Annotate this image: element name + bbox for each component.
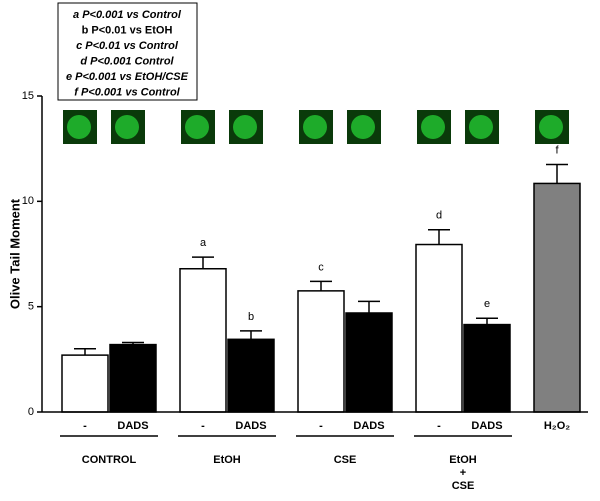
comet-head: [469, 115, 493, 139]
bar-letter: f: [555, 144, 559, 156]
legend-box: [57, 2, 198, 101]
bar: [463, 323, 511, 413]
bar-letter: e: [484, 298, 490, 310]
x-tick-label: -: [319, 420, 323, 432]
y-tick-label: 15: [22, 90, 34, 102]
legend-line: c P<0.01 vs Control: [76, 40, 179, 52]
group-label: EtOH: [213, 454, 241, 466]
x-tick-label: DADS: [235, 420, 266, 432]
legend-line: e P<0.001 vs EtOH/CSE: [66, 71, 189, 83]
group-label: CONTROL: [82, 454, 137, 466]
x-tick-label: -: [437, 420, 441, 432]
legend-line: d P<0.001 Control: [80, 55, 174, 67]
y-tick-label: 10: [22, 195, 34, 207]
bar-letter: d: [436, 210, 442, 222]
y-tick-label: 5: [28, 301, 34, 313]
y-axis-label: Olive Tail Moment: [7, 198, 22, 309]
x-tick-label: H₂O₂: [544, 420, 570, 432]
legend-line: b P<0.01 vs EtOH: [82, 24, 173, 36]
bar-letter: a: [200, 237, 207, 249]
bar: [227, 338, 275, 413]
legend-line: a P<0.001 vs Control: [73, 9, 182, 21]
comet-head: [67, 115, 91, 139]
comet-head: [115, 115, 139, 139]
comet-head: [539, 115, 563, 139]
group-label: +: [460, 467, 466, 479]
x-tick-label: DADS: [471, 420, 502, 432]
group-label: EtOH: [449, 454, 477, 466]
bar: [415, 243, 463, 413]
bar: [345, 312, 393, 413]
bar: [297, 290, 345, 413]
legend-line: f P<0.001 vs Control: [74, 86, 180, 98]
x-tick-label: DADS: [117, 420, 148, 432]
bar: [109, 343, 157, 413]
comet-head: [233, 115, 257, 139]
bar-letter: c: [318, 261, 324, 273]
comet-head: [185, 115, 209, 139]
bar: [61, 354, 109, 413]
comet-head: [421, 115, 445, 139]
bar: [179, 267, 227, 413]
bar: [533, 182, 581, 413]
x-tick-label: -: [83, 420, 87, 432]
y-tick-label: 0: [28, 406, 34, 418]
x-tick-label: DADS: [353, 420, 384, 432]
comet-head: [303, 115, 327, 139]
group-label: CSE: [452, 480, 475, 492]
bar-letter: b: [248, 311, 254, 323]
group-label: CSE: [334, 454, 357, 466]
comet-head: [351, 115, 375, 139]
x-tick-label: -: [201, 420, 205, 432]
